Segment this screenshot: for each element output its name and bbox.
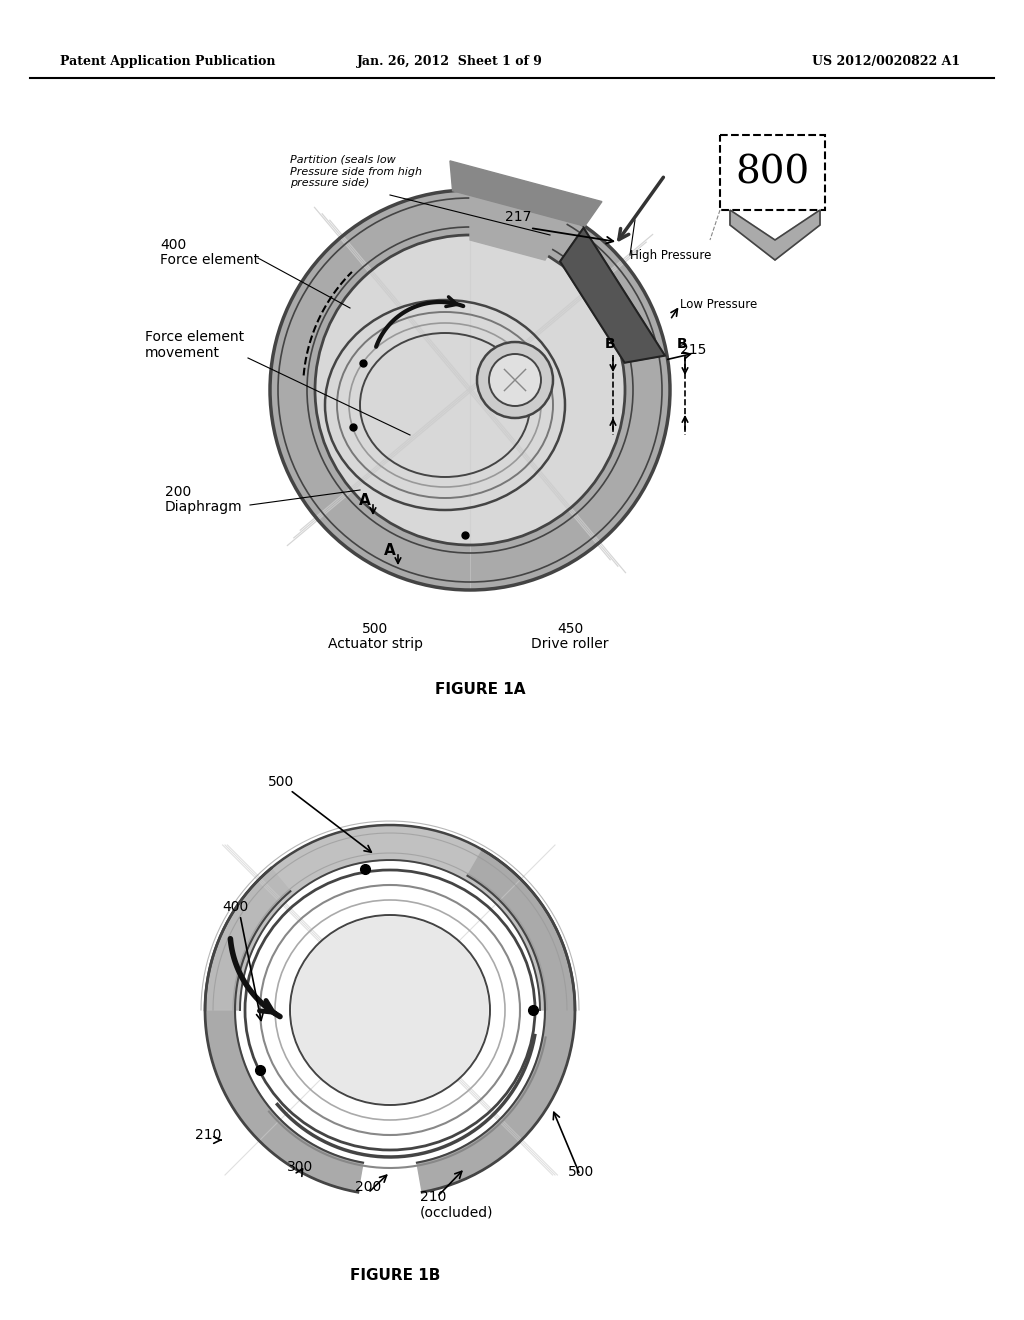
Text: 400: 400 — [160, 238, 186, 252]
Text: Patent Application Publication: Patent Application Publication — [60, 55, 275, 69]
Text: 400: 400 — [222, 900, 248, 913]
Polygon shape — [560, 228, 665, 363]
Text: FIGURE 1B: FIGURE 1B — [350, 1269, 440, 1283]
Text: movement: movement — [145, 346, 220, 360]
Polygon shape — [417, 850, 575, 1192]
Text: Actuator strip: Actuator strip — [328, 638, 423, 651]
Text: Low Pressure: Low Pressure — [680, 298, 758, 312]
Text: A: A — [359, 492, 371, 508]
Text: Jan. 26, 2012  Sheet 1 of 9: Jan. 26, 2012 Sheet 1 of 9 — [357, 55, 543, 69]
Text: 215: 215 — [680, 343, 707, 356]
Text: 800: 800 — [735, 154, 810, 191]
Text: 500: 500 — [361, 622, 388, 636]
Text: A: A — [384, 543, 396, 558]
Text: 500: 500 — [268, 775, 294, 789]
Text: 217: 217 — [505, 210, 531, 224]
Polygon shape — [205, 869, 364, 1192]
Text: (occluded): (occluded) — [420, 1205, 494, 1218]
Circle shape — [477, 342, 553, 418]
Polygon shape — [730, 210, 820, 260]
Text: 300: 300 — [287, 1160, 313, 1173]
Circle shape — [315, 235, 625, 545]
Text: 200: 200 — [165, 484, 191, 499]
Text: Diaphragm: Diaphragm — [165, 500, 243, 513]
Text: 210: 210 — [195, 1129, 221, 1142]
Ellipse shape — [292, 917, 488, 1104]
Text: 210: 210 — [420, 1191, 446, 1204]
Polygon shape — [450, 161, 602, 226]
Polygon shape — [205, 825, 575, 1010]
Circle shape — [270, 190, 670, 590]
Text: 450: 450 — [557, 622, 583, 636]
Polygon shape — [470, 185, 572, 260]
Text: 500: 500 — [568, 1166, 594, 1179]
Text: Drive roller: Drive roller — [531, 638, 608, 651]
Bar — [720, 135, 825, 210]
Circle shape — [489, 354, 541, 407]
Text: FIGURE 1A: FIGURE 1A — [435, 682, 525, 697]
Text: B: B — [677, 337, 688, 351]
Text: Force element: Force element — [160, 253, 259, 267]
Text: Partition (seals low
Pressure side from high
pressure side): Partition (seals low Pressure side from … — [290, 154, 422, 189]
Text: 200: 200 — [355, 1180, 381, 1195]
Text: US 2012/0020822 A1: US 2012/0020822 A1 — [812, 55, 961, 69]
Text: B: B — [605, 337, 615, 351]
Text: High Pressure: High Pressure — [630, 248, 712, 261]
Text: Force element: Force element — [145, 330, 244, 345]
